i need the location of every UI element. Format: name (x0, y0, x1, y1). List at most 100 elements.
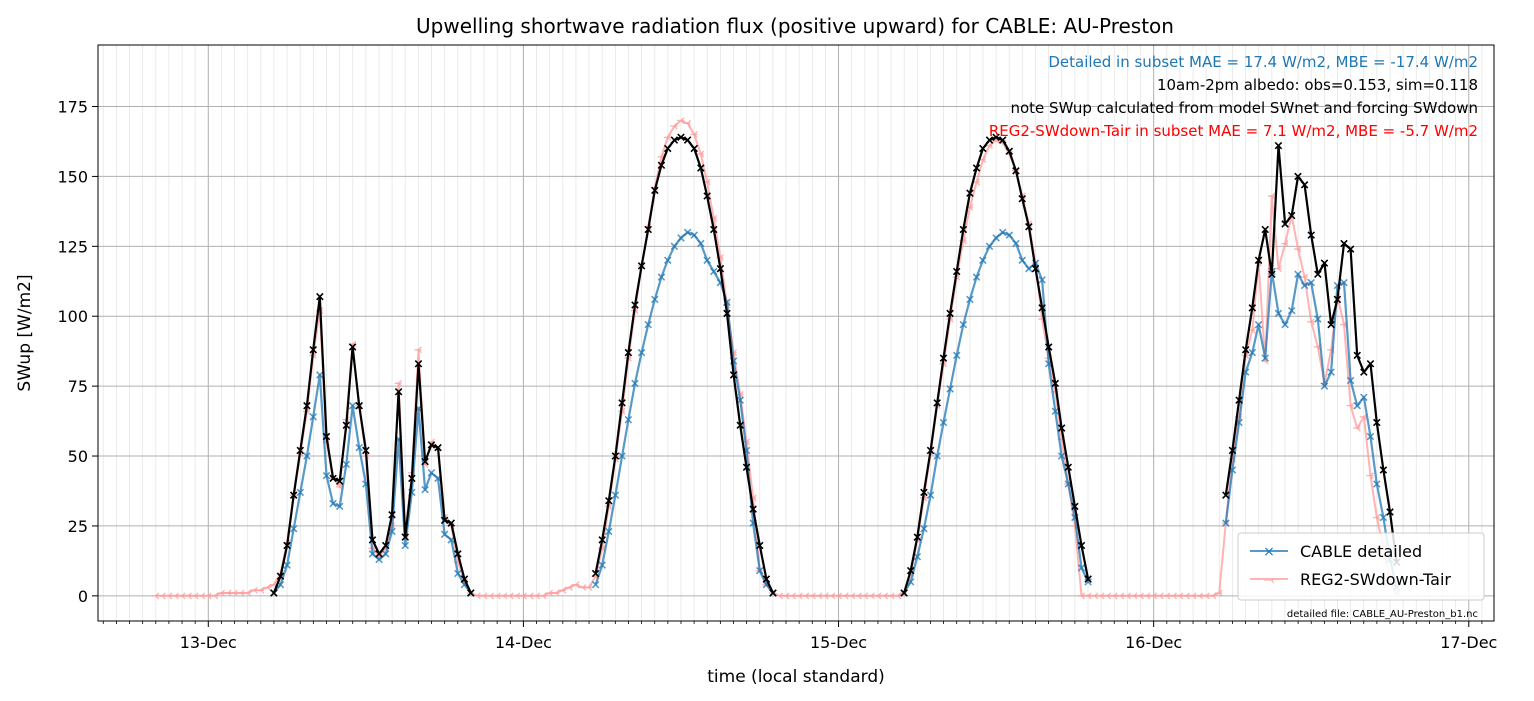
data-point (1281, 320, 1289, 329)
data-point (1287, 306, 1296, 315)
data-point (342, 421, 351, 430)
data-point (841, 592, 849, 600)
data-point (322, 432, 331, 441)
data-point (1353, 351, 1362, 360)
data-point (381, 550, 390, 558)
data-point (355, 443, 364, 452)
data-point (1293, 245, 1302, 253)
data-point (408, 474, 416, 483)
data-point (801, 592, 810, 600)
data-point (401, 541, 410, 550)
data-point (440, 516, 449, 525)
data-point (1189, 592, 1197, 600)
data-point (670, 242, 679, 251)
data-point (309, 346, 317, 354)
data-point (1307, 231, 1315, 239)
data-point (1327, 320, 1335, 329)
data-point (1294, 172, 1302, 181)
data-point (1123, 592, 1132, 600)
data-point (1268, 270, 1276, 279)
data-point (1038, 276, 1046, 284)
data-point (355, 401, 364, 410)
data-point (1044, 343, 1053, 351)
data-point (611, 491, 620, 499)
data-point (256, 586, 265, 594)
data-point (1340, 278, 1348, 287)
data-point (611, 452, 620, 460)
data-point (624, 415, 633, 424)
series-layer (151, 117, 1401, 600)
data-point (164, 592, 173, 600)
data-point (480, 592, 488, 600)
x-axis-label: time (local standard) (707, 667, 885, 687)
data-point (1215, 589, 1223, 597)
series-cable-detailed (270, 228, 1401, 597)
data-point (565, 583, 573, 591)
y-axis-ticks: 0 25 50 75 100 125 150 175 (57, 98, 98, 606)
legend: × CABLE detailed ⤙ REG2-SWdown-Tair (1237, 532, 1485, 601)
data-point (966, 295, 974, 304)
data-point (329, 474, 337, 483)
data-point (1386, 508, 1394, 516)
annotation-block: Detailed in subset MAE = 17.4 W/m2, MBE … (989, 53, 1478, 140)
plot-area (98, 45, 1494, 621)
y-tick-label: 0 (78, 587, 88, 606)
data-point (979, 144, 987, 153)
data-point (677, 234, 685, 242)
data-point (591, 569, 600, 578)
data-point (939, 418, 948, 427)
data-point (1241, 346, 1250, 354)
data-point (873, 592, 882, 600)
data-point (972, 273, 981, 281)
data-point (1327, 368, 1335, 376)
y-tick-label: 175 (57, 98, 88, 117)
data-point (1300, 281, 1309, 290)
data-point (992, 234, 1000, 242)
annotation-note: note SWup calculated from model SWnet an… (1010, 99, 1478, 117)
data-point (697, 164, 705, 172)
data-point (913, 533, 922, 541)
data-point (709, 225, 718, 234)
data-point (827, 592, 836, 600)
data-point (1281, 220, 1289, 228)
data-point (1038, 304, 1046, 312)
data-point (736, 421, 744, 430)
data-point (1314, 270, 1322, 279)
data-point (847, 592, 856, 600)
data-point (1366, 472, 1374, 480)
data-point (1373, 480, 1381, 488)
data-point (762, 575, 771, 583)
data-point (860, 592, 869, 600)
data-point (815, 592, 823, 600)
data-point (545, 589, 554, 597)
data-point (887, 592, 895, 600)
data-point (296, 488, 305, 497)
chart-title: Upwelling shortwave radiation flux (posi… (416, 14, 1174, 38)
data-point (460, 575, 469, 583)
data-point (998, 228, 1007, 237)
detailed-file-footnote: detailed file: CABLE_AU-Preston_b1.nc (1287, 609, 1478, 620)
data-point (716, 264, 725, 273)
data-point (703, 192, 711, 200)
data-point (1084, 575, 1092, 583)
data-point (335, 477, 344, 485)
data-point (1202, 592, 1210, 600)
data-point (296, 446, 305, 455)
data-point (1116, 592, 1125, 600)
data-point (283, 561, 291, 569)
data-point (821, 592, 829, 600)
data-point (880, 592, 889, 600)
data-point (1090, 592, 1099, 600)
data-point (1012, 167, 1020, 175)
data-point (421, 485, 429, 494)
data-point (1077, 592, 1085, 600)
data-point (926, 446, 935, 455)
data-point (303, 452, 311, 460)
data-point (985, 136, 994, 144)
data-point (526, 592, 534, 600)
data-point (454, 569, 462, 578)
data-point (1064, 463, 1073, 471)
data-point (663, 256, 672, 265)
data-point (1057, 452, 1066, 460)
